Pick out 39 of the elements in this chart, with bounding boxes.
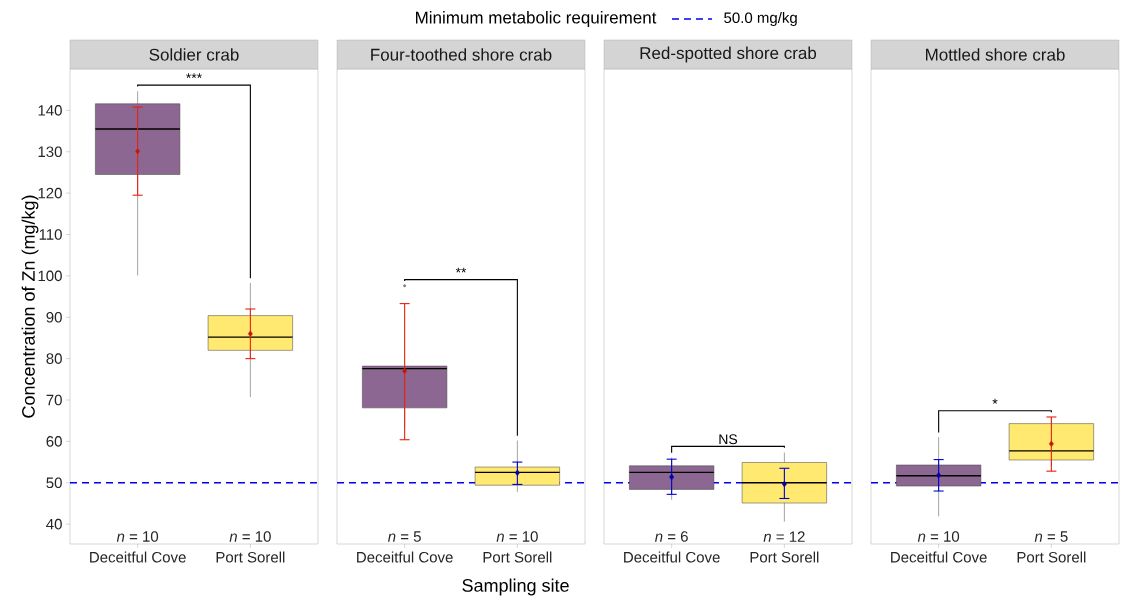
y-tick-label: 50 [46, 477, 62, 489]
y-tick-label: 40 [46, 518, 62, 530]
y-tick-label: 140 [38, 105, 62, 116]
y-tick-label: 130 [38, 146, 62, 158]
x-tick-label: Deceitful Cove [357, 551, 453, 563]
chart-title: Mottled shore crab [926, 48, 1065, 61]
x-axis-title: Sampling site [462, 578, 569, 596]
annotation: n = 5 [1034, 531, 1068, 542]
annotation: n = 10 [496, 531, 538, 542]
x-tick-label: Deceitful Cove [624, 551, 720, 563]
annotation: * [992, 398, 998, 404]
annotation: n = 5 [388, 531, 421, 542]
x-tick-label: Port Sorell [1017, 551, 1086, 563]
annotation: n = 10 [116, 531, 159, 542]
y-tick-label: 60 [46, 436, 62, 447]
x-tick-label: Deceitful Cove [90, 551, 186, 563]
annotation: NS [719, 434, 738, 445]
annotation: n = 12 [763, 531, 805, 542]
x-tick-label: Port Sorell [483, 551, 552, 563]
x-tick-label: Deceitful Cove [891, 551, 987, 563]
legend-label: 50.0 mg/kg [724, 12, 797, 26]
annotation: ** [455, 267, 467, 273]
y-tick-label: 100 [38, 270, 62, 282]
x-tick-label: Port Sorell [750, 551, 819, 563]
annotation: n = 10 [917, 531, 960, 542]
legend-title: Minimum metabolic requirement [416, 11, 657, 27]
chart-title: Red-spotted shore crab [640, 46, 817, 63]
y-tick-label: 110 [39, 229, 62, 240]
y-tick-label: 120 [38, 187, 62, 199]
annotation: *** [186, 73, 202, 79]
y-tick-label: 70 [46, 394, 62, 406]
annotation: n = 6 [655, 531, 688, 542]
annotation: n = 10 [229, 531, 271, 542]
y-axis-title: Concentration of Zn (mg/kg) [21, 195, 39, 418]
y-tick-label: 90 [46, 311, 62, 323]
y-tick-label: 80 [46, 353, 62, 364]
chart-title: Four-toothed shore crab [371, 48, 552, 61]
chart-title: Soldier crab [149, 48, 239, 61]
x-tick-label: Port Sorell [216, 551, 285, 563]
